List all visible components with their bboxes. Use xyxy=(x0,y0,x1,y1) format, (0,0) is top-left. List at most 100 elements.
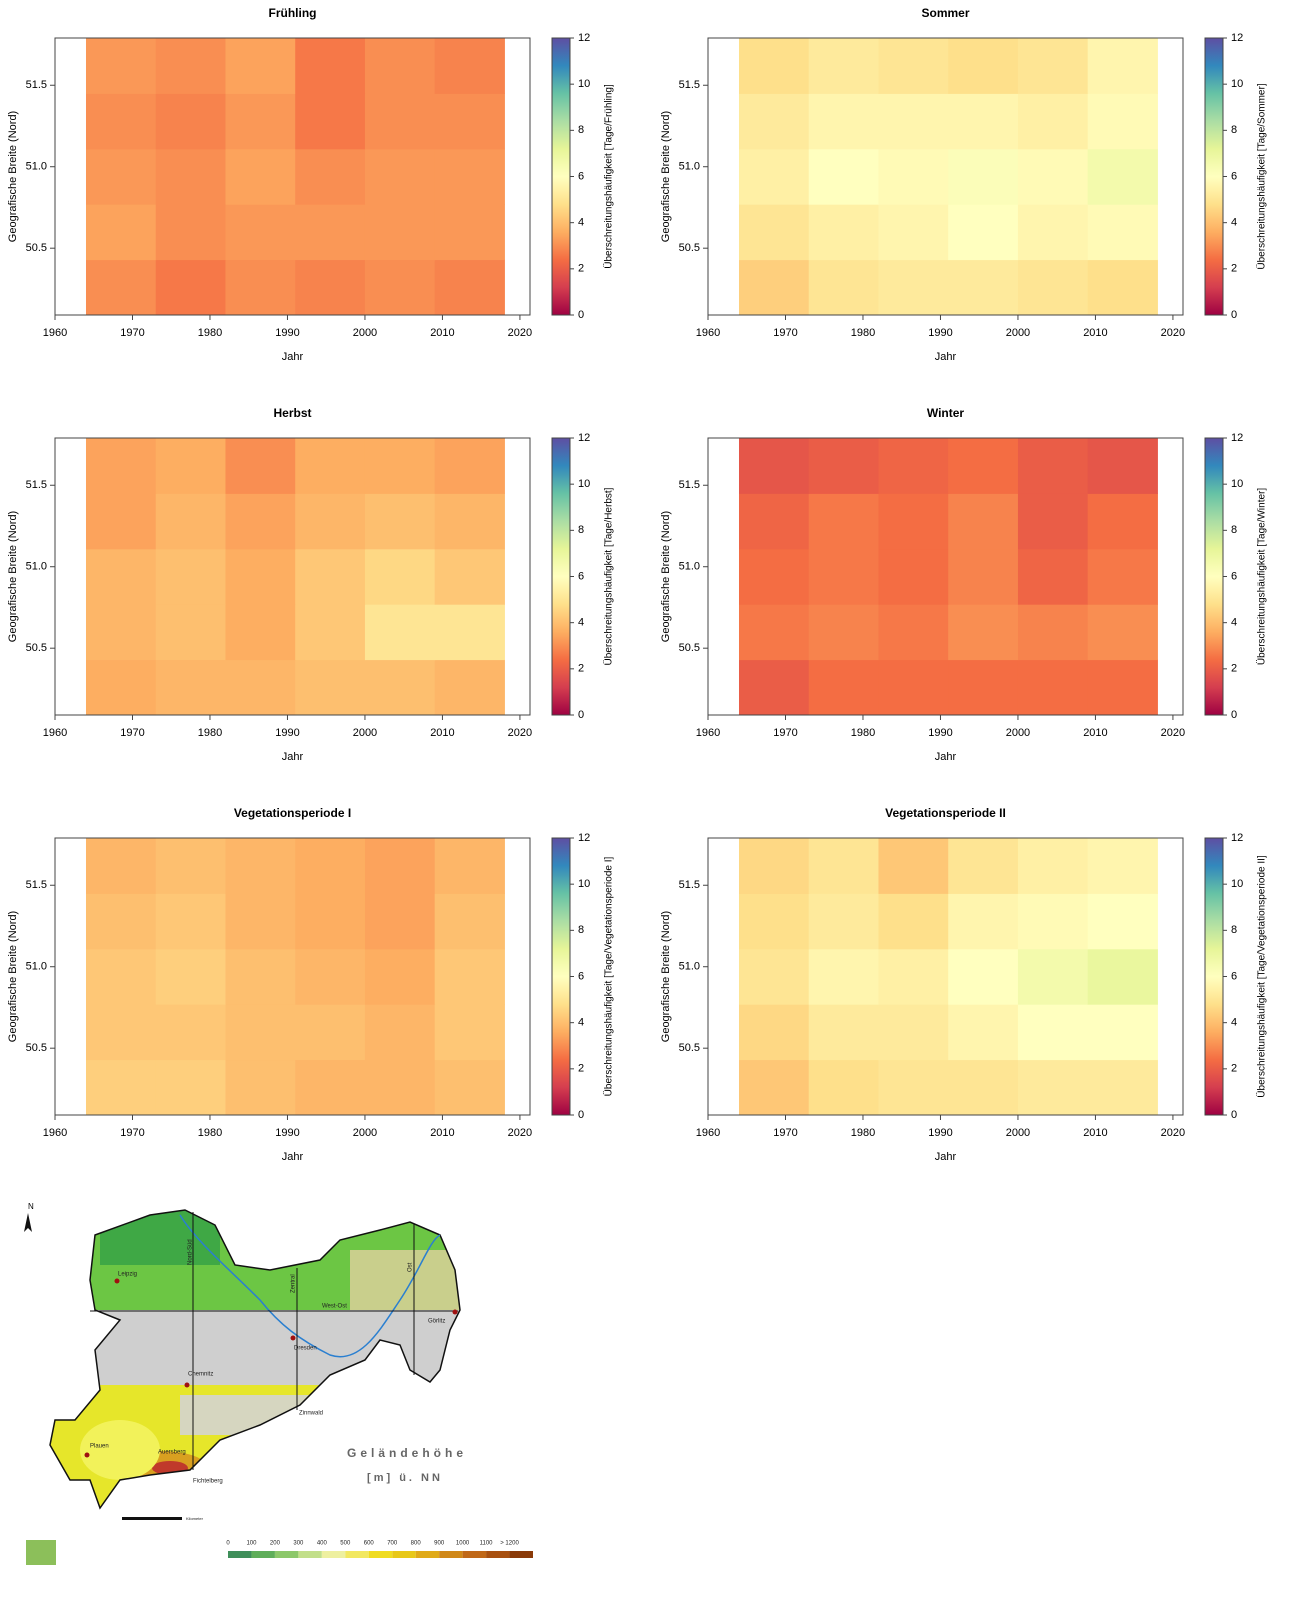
heat-cell xyxy=(364,38,436,94)
plot-frame xyxy=(54,437,531,716)
scale-bar xyxy=(122,1517,182,1520)
colorbar-tick-label: 2 xyxy=(578,263,584,275)
heat-cell xyxy=(1087,838,1158,894)
heat-cell xyxy=(225,948,296,1005)
heat-cell xyxy=(364,148,436,205)
plot-frame xyxy=(54,837,531,1116)
heat-cell xyxy=(1087,438,1158,494)
heat-cell xyxy=(364,893,436,950)
chart-title: Vegetationsperiode II xyxy=(885,806,1006,820)
heat-cell xyxy=(295,1059,366,1116)
heat-cell xyxy=(808,259,879,316)
y-tick-label: 51.0 xyxy=(26,961,47,973)
heat-cell xyxy=(878,38,949,94)
legend-label: 100 xyxy=(246,1541,257,1547)
x-tick-label: 1980 xyxy=(198,727,222,739)
x-tick-label: 1980 xyxy=(198,1127,222,1139)
colorbar-tick-label: 2 xyxy=(578,663,584,675)
heat-cell xyxy=(878,148,949,205)
colorbar-tick-label: 6 xyxy=(1231,570,1237,582)
city: Chemnitz xyxy=(188,1372,213,1378)
heat-cell xyxy=(808,893,879,950)
panel: Herbst Jahr Geografische Breite (Nord) 1960… xyxy=(7,406,615,763)
heat-cell xyxy=(85,93,157,150)
colorbar-tick-label: 4 xyxy=(578,1017,584,1029)
heat-cell xyxy=(738,148,810,205)
x-tick-label: 1980 xyxy=(851,727,875,739)
heat-cell xyxy=(808,93,879,150)
heat-cell xyxy=(364,204,436,261)
heat-cell xyxy=(225,893,296,950)
heat-cell xyxy=(878,93,949,150)
heat-cell xyxy=(738,204,810,261)
map-title: Geländehöhe xyxy=(347,1446,467,1460)
legend-swatch xyxy=(509,1551,533,1558)
plot-frame xyxy=(707,37,1184,316)
heat-cell xyxy=(155,548,226,605)
heat-cell xyxy=(364,838,436,894)
heat-cell xyxy=(1087,204,1158,261)
heat-cell xyxy=(1087,259,1158,316)
line-label: West-Ost xyxy=(322,1304,347,1310)
y-tick-label: 51.5 xyxy=(26,79,47,91)
legend-label: 1100 xyxy=(480,1541,494,1547)
heat-cell xyxy=(295,548,366,605)
colorbar-tick-label: 10 xyxy=(578,78,590,90)
colorbar-tick-label: 12 xyxy=(578,32,590,44)
heat-cell xyxy=(808,659,879,716)
heat-cell xyxy=(155,948,226,1005)
x-tick-label: 2010 xyxy=(1083,1127,1107,1139)
charts: Frühling Jahr Geografische Breite (Nord) 19… xyxy=(7,6,1268,1163)
x-tick-label: 2010 xyxy=(430,1127,454,1139)
colorbar-tick-label: 0 xyxy=(1231,309,1237,321)
heat-cell xyxy=(225,148,296,205)
x-tick-label: 1970 xyxy=(773,327,797,339)
x-tick-label: 1960 xyxy=(43,1127,67,1139)
heat-cell xyxy=(85,204,157,261)
panel: Vegetationsperiode II Jahr Geografische Br… xyxy=(660,806,1268,1163)
heat-cell xyxy=(878,1004,949,1061)
colorbar-tick-label: 10 xyxy=(578,478,590,490)
heat-cell xyxy=(878,493,949,550)
heat-cell xyxy=(155,659,226,716)
map-legend: 0 100 200 300 400 500 600 700 800 900 1000 1100 > 12… xyxy=(226,1541,533,1558)
legend-swatch xyxy=(321,1551,346,1558)
line-label: Zentral xyxy=(291,1274,297,1293)
plot-frame xyxy=(707,837,1184,1116)
colorbar-tick-label: 8 xyxy=(578,124,584,136)
x-axis-label: Jahr xyxy=(282,351,304,363)
heat-cell xyxy=(295,93,366,150)
y-tick-label: 51.0 xyxy=(26,561,47,573)
map-unit: [m] ü. NN xyxy=(367,1472,443,1484)
heat-cell xyxy=(434,148,505,205)
colorbar-tick-label: 12 xyxy=(578,832,590,844)
heat-cell xyxy=(948,604,1019,661)
heat-cell xyxy=(295,1004,366,1061)
heat-cell xyxy=(85,1059,157,1116)
legend-label: > 1200 xyxy=(500,1541,519,1547)
heat-cell xyxy=(1017,93,1089,150)
heat-cell xyxy=(295,438,366,494)
heat-cell xyxy=(738,838,810,894)
heat-cell xyxy=(434,838,505,894)
x-tick-label: 1990 xyxy=(928,727,952,739)
x-tick-label: 1960 xyxy=(43,327,67,339)
heat-cell xyxy=(1087,893,1158,950)
x-tick-label: 2000 xyxy=(353,727,377,739)
colorbar-tick-label: 2 xyxy=(1231,663,1237,675)
heat-cell xyxy=(878,1059,949,1116)
heat-cell xyxy=(948,659,1019,716)
heat-cell xyxy=(225,1059,296,1116)
colorbar-tick-label: 4 xyxy=(578,217,584,229)
x-tick-label: 1990 xyxy=(928,1127,952,1139)
x-tick-label: 1970 xyxy=(773,1127,797,1139)
heat-cell xyxy=(225,204,296,261)
colorbar-tick-label: 2 xyxy=(578,1063,584,1075)
x-tick-label: 2010 xyxy=(1083,327,1107,339)
x-tick-label: 1960 xyxy=(696,1127,720,1139)
heat-cell xyxy=(1017,548,1089,605)
heat-cell xyxy=(85,604,157,661)
north: N xyxy=(28,1202,34,1211)
x-tick-label: 2010 xyxy=(430,327,454,339)
chart-title: Winter xyxy=(927,406,965,420)
